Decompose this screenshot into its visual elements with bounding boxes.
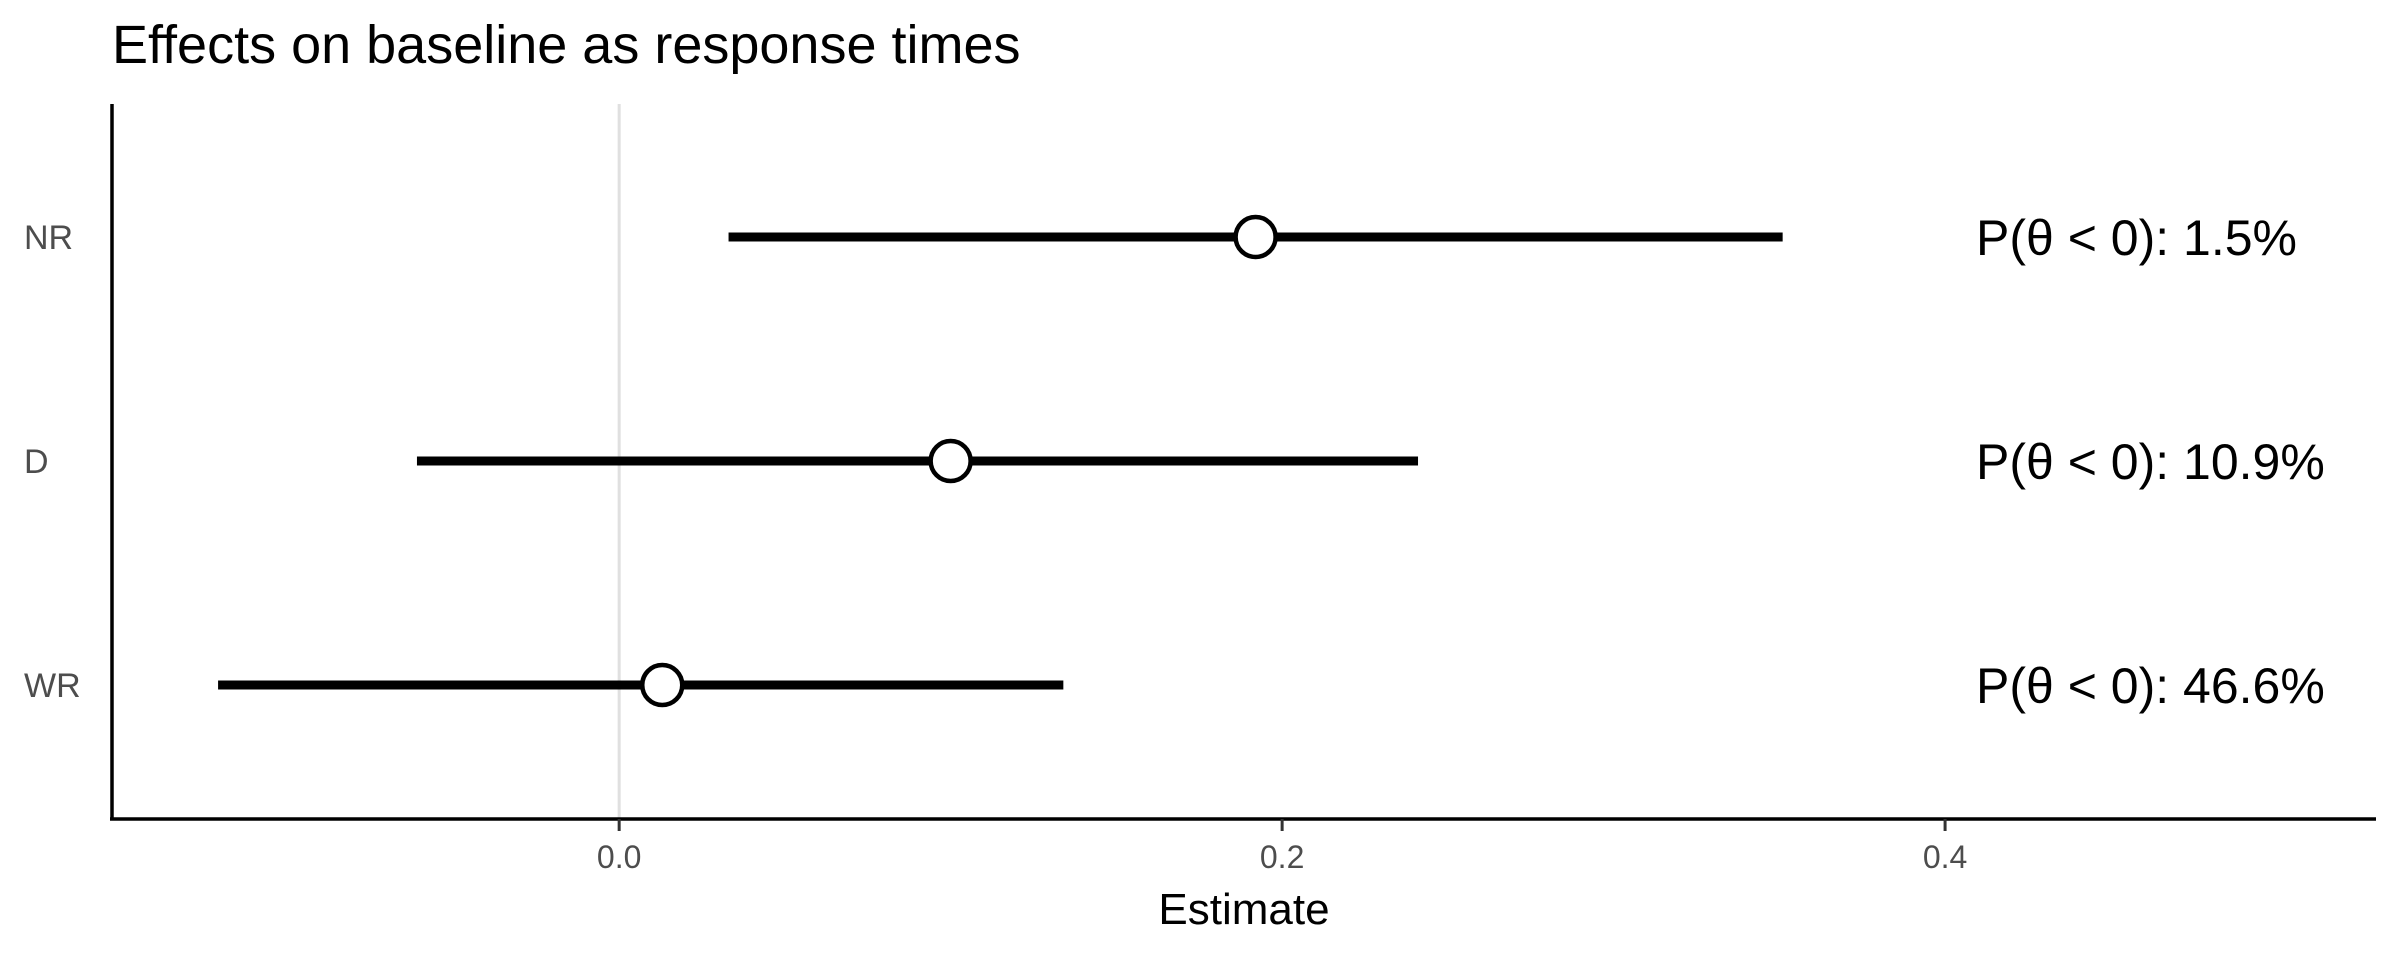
x-tick-label: 0.4 xyxy=(1923,839,1967,875)
estimate-point xyxy=(928,438,973,484)
probability-annotation: P(θ < 0): 10.9% xyxy=(1976,434,2325,490)
row-d: D P(θ < 0): 10.9% xyxy=(24,434,2325,490)
x-tick-label: 0.2 xyxy=(1260,839,1304,875)
category-label: NR xyxy=(24,219,73,257)
category-label: WR xyxy=(24,667,81,705)
x-axis-title: Estimate xyxy=(1158,885,1329,934)
chart-title: Effects on baseline as response times xyxy=(112,15,1021,75)
estimate-point xyxy=(1233,214,1278,260)
probability-annotation: P(θ < 0): 1.5% xyxy=(1976,210,2297,266)
x-tick-label: 0.0 xyxy=(597,839,641,875)
category-label: D xyxy=(24,443,49,481)
probability-annotation: P(θ < 0): 46.6% xyxy=(1976,658,2325,714)
x-axis-ticks: 0.0 0.2 0.4 xyxy=(597,819,1967,875)
row-wr: WR P(θ < 0): 46.6% xyxy=(24,658,2325,714)
estimate-point xyxy=(640,662,685,708)
plot-rows: NR P(θ < 0): 1.5% D P(θ < 0): 10.9% WR P(θ < … xyxy=(24,210,2325,714)
row-nr: NR P(θ < 0): 1.5% xyxy=(24,210,2297,266)
